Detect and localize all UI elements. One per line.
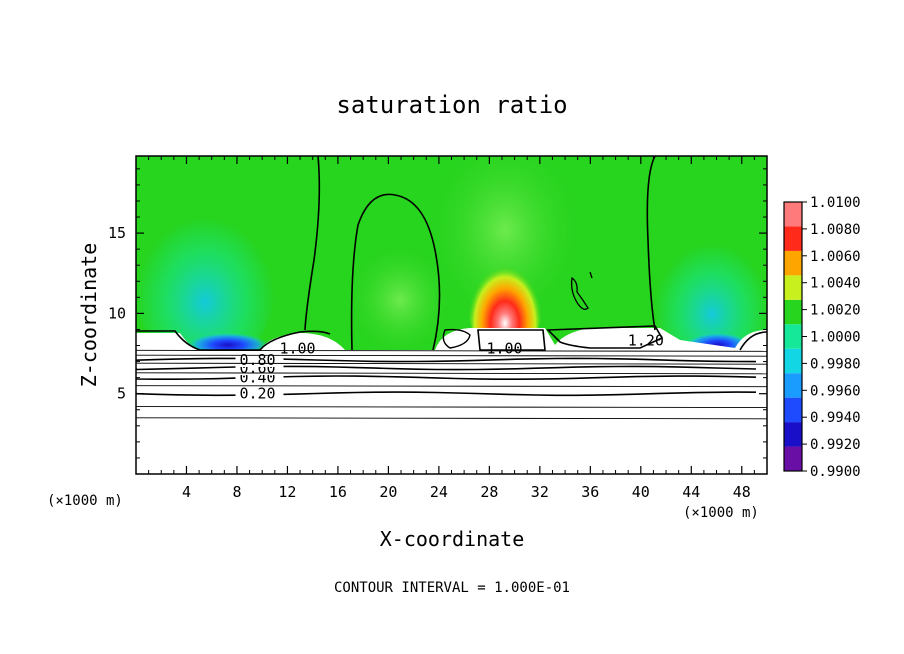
colorbar-tick-label: 0.9920 — [810, 437, 861, 453]
colorbar-segment — [784, 446, 802, 471]
field-moist-region-right — [654, 230, 767, 370]
colorbar-segment — [784, 373, 802, 398]
contour-labels-group: 1.00 1.00 1.20 — [279, 332, 663, 358]
x-axis-label: X-coordinate — [380, 527, 525, 551]
x-tick-label: 28 — [480, 483, 498, 501]
x-tick-label: 24 — [430, 483, 448, 501]
x-tick-label: 36 — [581, 483, 599, 501]
colorbar-tick-label: 1.0080 — [810, 222, 861, 238]
x-tick-label: 44 — [682, 483, 700, 501]
colorbar-segment — [784, 299, 802, 325]
x-tick-label: 40 — [632, 483, 650, 501]
x-axis-ticks: 4 8 12 16 20 24 28 32 36 40 44 48 — [148, 156, 755, 501]
colorbar-tick-label: 1.0020 — [810, 303, 861, 319]
x-tick-label: 4 — [182, 483, 191, 501]
y-tick-label: 10 — [108, 304, 126, 322]
colorbar-tick-label: 1.0000 — [810, 330, 861, 346]
heatmap-field: 0.200.400.600.80 1.00 1.00 1.20 — [136, 156, 767, 474]
contour-line-minor — [136, 354, 767, 357]
contour-line-minor — [136, 406, 767, 408]
colorbar-segment — [784, 422, 802, 447]
contour-label: 1.00 — [486, 340, 522, 358]
contour-outline-small-cell — [570, 276, 589, 310]
colorbar-segment — [784, 324, 802, 349]
contour-outline-dome — [350, 193, 441, 351]
colorbar-tick-label: 1.0100 — [810, 195, 861, 211]
contour-label: 0.80 — [239, 351, 275, 369]
chart-title: saturation ratio — [336, 91, 567, 119]
field-light-region-2 — [345, 240, 455, 360]
colorbar-segment — [784, 397, 802, 423]
colorbar-tick-label: 0.9940 — [810, 410, 861, 426]
contour-outline-right — [739, 331, 767, 351]
contour-line-0.80 — [136, 357, 757, 363]
y-tick-label: 15 — [108, 224, 126, 242]
colorbar-segment — [784, 226, 802, 251]
x-tick-label: 12 — [278, 483, 296, 501]
contour-outline-cloud-center — [477, 329, 546, 351]
x-tick-label: 20 — [379, 483, 397, 501]
colorbar-segment — [784, 250, 802, 276]
x-tick-label: 8 — [232, 483, 241, 501]
contour-line-minor — [136, 362, 767, 365]
contour-interval-note: CONTOUR INTERVAL = 1.000E-01 — [334, 580, 570, 596]
colorbar-tick-label: 0.9980 — [810, 356, 861, 372]
contour-line-minor — [136, 372, 767, 375]
contour-label: 1.20 — [628, 332, 664, 350]
contour-label-bg — [235, 384, 284, 401]
contour-outline-column-left — [304, 156, 321, 331]
contour-line-minor — [136, 385, 767, 388]
y-axis-ticks: 5 10 15 — [108, 168, 767, 459]
contour-outline-left — [136, 330, 331, 351]
contour-outline-speck — [589, 271, 593, 279]
field-moist-region-left — [136, 200, 275, 370]
contour-outline-column-right — [646, 156, 656, 331]
y-unit-label: (×1000 m) — [47, 493, 123, 509]
contour-lines-group: 0.200.400.600.80 — [136, 349, 767, 420]
x-tick-label: 16 — [329, 483, 347, 501]
contour-outline-cloud-left — [442, 328, 471, 349]
colorbar-tick-label: 1.0060 — [810, 249, 861, 265]
contour-line-minor — [136, 417, 767, 420]
contour-line-0.60 — [136, 365, 757, 371]
x-unit-label: (×1000 m) — [683, 505, 759, 521]
x-tick-label: 48 — [733, 483, 751, 501]
colorbar-tick-label: 0.9900 — [810, 464, 861, 480]
colorbar-segment — [784, 348, 802, 374]
contour-line-0.40 — [136, 375, 757, 380]
x-tick-label: 32 — [531, 483, 549, 501]
colorbar-segment — [784, 275, 802, 300]
colorbar-tick-label: 0.9960 — [810, 383, 861, 399]
contour-label: 1.00 — [279, 340, 315, 358]
colorbar-tick-label: 1.0040 — [810, 276, 861, 292]
colorbar-segment — [784, 202, 802, 227]
y-tick-label: 5 — [117, 385, 126, 403]
field-lower-layer — [136, 328, 767, 474]
colorbar: 0.9900 0.9920 0.9940 0.9960 0.9980 1.0000 1.00… — [783, 195, 861, 480]
y-axis-label: Z-coordinate — [77, 243, 101, 388]
contour-label: 0.20 — [239, 385, 275, 403]
contour-outline-cloud-right — [546, 325, 664, 349]
